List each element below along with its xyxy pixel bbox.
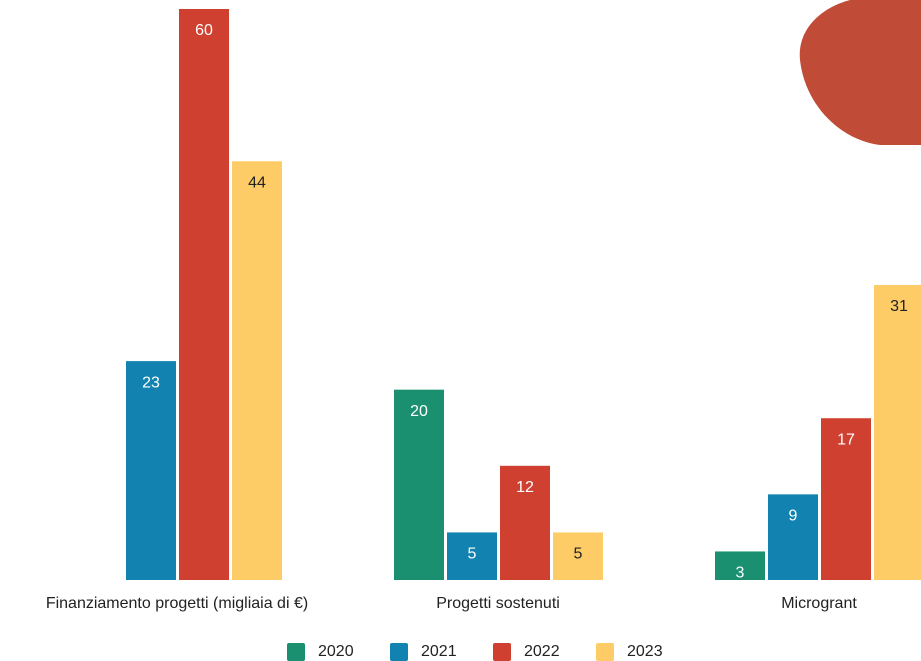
bar [232,161,282,580]
data-label: 60 [195,22,213,39]
bar [126,361,176,580]
legend-label: 2021 [421,643,457,660]
x-tick-label: Finanziamento progetti (migliaia di €) [46,595,308,612]
legend-swatch [390,643,408,661]
data-label: 20 [410,403,428,420]
legend-swatch [493,643,511,661]
data-label: 5 [574,546,583,563]
legend-label: 2022 [524,643,560,660]
bar [874,284,921,580]
x-tick-label: Microgrant [781,595,857,612]
legend-label: 2023 [627,643,663,660]
data-label: 23 [142,374,160,391]
data-label: 3 [736,565,745,582]
bar [553,532,603,580]
legend-label: 2020 [318,643,354,660]
bar [500,465,550,580]
legend-swatch [596,643,614,661]
data-label: 31 [890,298,908,315]
bar [447,532,497,580]
data-label: 44 [248,174,266,191]
data-label: 12 [516,479,534,496]
bar [715,551,765,580]
bar [394,389,444,580]
data-label: 17 [837,431,855,448]
bar [768,494,818,580]
bar [821,418,871,580]
data-label: 9 [789,508,798,525]
legend-swatch [287,643,305,661]
decorative-blob [799,0,921,145]
x-tick-label: Progetti sostenuti [436,595,560,612]
data-label: 5 [468,546,477,563]
bar [179,9,229,580]
